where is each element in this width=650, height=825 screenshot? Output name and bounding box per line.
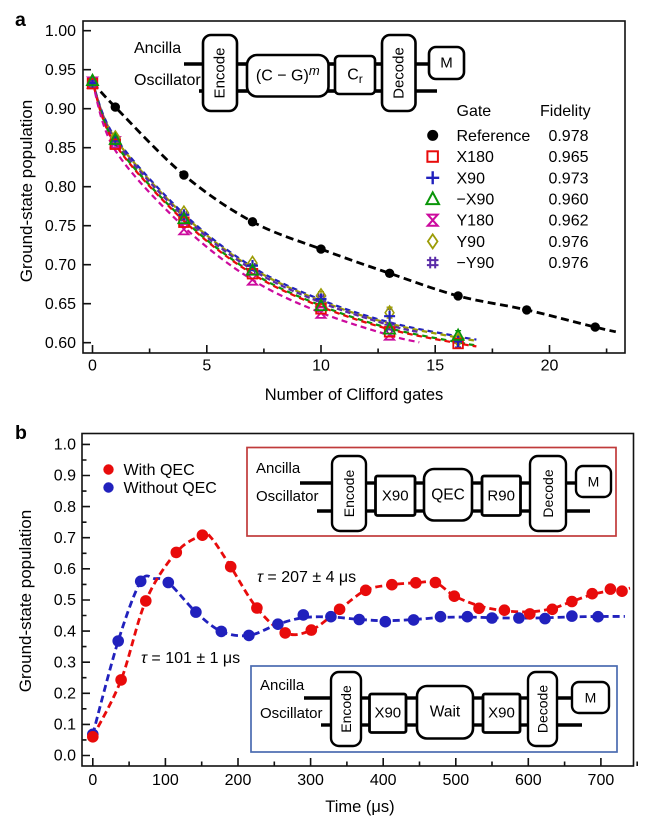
svg-text:Ground-state population: Ground-state population: [16, 510, 35, 692]
svg-text:Ancilla: Ancilla: [260, 677, 305, 694]
svg-text:0.80: 0.80: [45, 179, 76, 196]
svg-text:1.0: 1.0: [54, 437, 76, 454]
svg-text:Encode: Encode: [341, 470, 357, 518]
svg-text:−Y90: −Y90: [457, 255, 495, 272]
svg-text:Oscillator: Oscillator: [134, 72, 201, 89]
svg-text:Decode: Decode: [535, 685, 551, 733]
svg-text:0.8: 0.8: [54, 499, 76, 516]
svg-text:0.85: 0.85: [45, 140, 76, 157]
svg-text:τ = 101 ± 1 μs: τ = 101 ± 1 μs: [141, 650, 240, 667]
svg-text:0.4: 0.4: [54, 623, 76, 640]
svg-text:QEC: QEC: [431, 486, 465, 503]
svg-text:0.976: 0.976: [548, 255, 588, 272]
svg-text:Oscillator: Oscillator: [260, 705, 323, 722]
svg-text:Cr: Cr: [347, 67, 363, 87]
svg-text:Reference: Reference: [457, 128, 531, 145]
svg-text:0.978: 0.978: [548, 128, 588, 145]
svg-text:Oscillator: Oscillator: [256, 488, 319, 505]
svg-text:600: 600: [515, 772, 542, 789]
svg-text:0: 0: [88, 772, 97, 789]
svg-text:M: M: [585, 690, 597, 706]
svg-text:0.6: 0.6: [54, 561, 76, 578]
svg-text:Gate: Gate: [457, 103, 492, 120]
svg-text:Encode: Encode: [338, 685, 354, 733]
svg-text:0.965: 0.965: [548, 149, 588, 166]
svg-text:Time (μs): Time (μs): [325, 798, 394, 816]
svg-text:0.95: 0.95: [45, 62, 76, 79]
svg-text:X90: X90: [374, 705, 401, 722]
svg-text:0.976: 0.976: [548, 234, 588, 251]
svg-text:300: 300: [297, 772, 324, 789]
svg-text:Without QEC: Without QEC: [124, 480, 217, 497]
svg-text:500: 500: [442, 772, 469, 789]
svg-text:Y180: Y180: [457, 213, 494, 230]
svg-text:X180: X180: [457, 149, 494, 166]
svg-text:Ancilla: Ancilla: [134, 40, 181, 57]
svg-text:0.60: 0.60: [45, 335, 76, 352]
svg-text:X90: X90: [488, 705, 515, 722]
svg-text:Ground-state population: Ground-state population: [17, 100, 36, 282]
svg-text:0.0: 0.0: [54, 748, 76, 765]
svg-text:700: 700: [588, 772, 615, 789]
svg-text:0.75: 0.75: [45, 218, 76, 235]
svg-text:Wait: Wait: [430, 704, 461, 721]
svg-text:Decode: Decode: [390, 47, 407, 99]
svg-text:0.65: 0.65: [45, 296, 76, 313]
svg-text:0.1: 0.1: [54, 717, 76, 734]
svg-text:Number of Clifford gates: Number of Clifford gates: [265, 386, 444, 404]
svg-text:b: b: [15, 422, 27, 444]
svg-text:M: M: [440, 55, 453, 72]
svg-text:0.2: 0.2: [54, 686, 76, 703]
svg-text:M: M: [588, 474, 600, 490]
svg-text:0.973: 0.973: [548, 170, 588, 187]
svg-text:Encode: Encode: [212, 48, 229, 99]
svg-text:200: 200: [225, 772, 252, 789]
svg-text:With QEC: With QEC: [124, 462, 195, 479]
svg-text:Y90: Y90: [457, 234, 486, 251]
svg-text:R90: R90: [487, 487, 515, 504]
svg-text:1.00: 1.00: [45, 23, 76, 40]
svg-text:5: 5: [202, 358, 211, 375]
svg-text:0.7: 0.7: [54, 530, 76, 547]
svg-text:Ancilla: Ancilla: [256, 460, 301, 477]
svg-text:0.90: 0.90: [45, 101, 76, 118]
svg-text:15: 15: [426, 358, 444, 375]
svg-text:20: 20: [541, 358, 559, 375]
svg-text:a: a: [15, 9, 26, 31]
svg-text:X90: X90: [382, 487, 409, 504]
svg-text:400: 400: [370, 772, 397, 789]
svg-text:100: 100: [152, 772, 179, 789]
svg-text:0.960: 0.960: [548, 192, 588, 209]
svg-text:0.3: 0.3: [54, 654, 76, 671]
svg-text:0.962: 0.962: [548, 213, 588, 230]
svg-text:Fidelity: Fidelity: [540, 103, 591, 120]
svg-text:τ = 207 ± 4 μs: τ = 207 ± 4 μs: [257, 569, 356, 586]
svg-text:−X90: −X90: [457, 192, 495, 209]
svg-text:(C − G)m: (C − G)m: [256, 62, 320, 84]
svg-text:0.5: 0.5: [54, 592, 76, 609]
svg-text:10: 10: [312, 358, 330, 375]
svg-text:0: 0: [88, 358, 97, 375]
svg-text:0.70: 0.70: [45, 257, 76, 274]
svg-text:0.9: 0.9: [54, 468, 76, 485]
svg-text:Decode: Decode: [540, 469, 556, 517]
svg-text:X90: X90: [457, 170, 486, 187]
